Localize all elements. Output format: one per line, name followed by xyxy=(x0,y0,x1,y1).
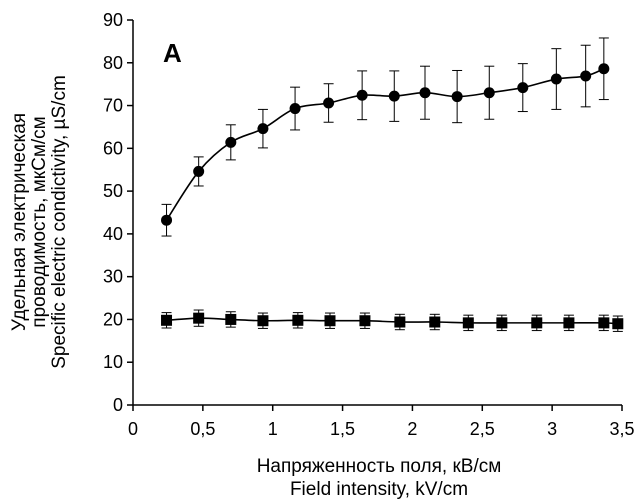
data-point-square xyxy=(161,314,173,326)
data-point-circle xyxy=(517,82,529,94)
data-point-square xyxy=(612,318,624,330)
y-axis-title-line-3: Specific electric condictivity, µS/cm xyxy=(49,75,70,369)
data-point-square xyxy=(394,316,406,328)
series-2 xyxy=(161,309,624,332)
x-axis-title-line-1: Напряженность поля, кВ/см xyxy=(257,456,502,477)
x-tick-label: 0,5 xyxy=(190,419,215,439)
data-point-circle xyxy=(388,90,400,102)
y-tick-label: 20 xyxy=(103,309,123,329)
panel-label: A xyxy=(163,38,182,68)
data-point-circle xyxy=(483,87,495,99)
y-tick-label: 90 xyxy=(103,10,123,30)
x-axis-title-line-2: Field intensity, kV/cm xyxy=(290,479,468,500)
y-tick-label: 30 xyxy=(103,267,123,287)
data-point-circle xyxy=(451,91,463,103)
data-point-circle xyxy=(161,214,173,226)
x-tick-label: 3 xyxy=(547,419,557,439)
y-tick-label: 10 xyxy=(103,352,123,372)
data-point-square xyxy=(257,315,269,327)
x-tick-label: 1 xyxy=(268,419,278,439)
x-tick-label: 3,5 xyxy=(609,419,634,439)
data-point-circle xyxy=(225,136,237,148)
data-point-circle xyxy=(598,63,610,75)
y-tick-label: 50 xyxy=(103,181,123,201)
data-point-square xyxy=(598,317,610,329)
data-point-square xyxy=(496,317,508,329)
y-tick-label: 80 xyxy=(103,53,123,73)
data-point-circle xyxy=(323,97,335,109)
data-point-square xyxy=(462,317,474,329)
data-point-square xyxy=(563,317,575,329)
data-point-circle xyxy=(257,123,269,135)
y-tick-label: 70 xyxy=(103,96,123,116)
data-point-circle xyxy=(193,165,205,177)
data-point-circle xyxy=(550,73,562,85)
data-point-square xyxy=(292,314,304,326)
x-tick-label: 2 xyxy=(407,419,417,439)
data-point-square xyxy=(359,315,371,327)
x-tick-label: 0 xyxy=(128,419,138,439)
y-axis-title-line-2: проводимость, мкСм/см xyxy=(29,116,50,327)
data-point-circle xyxy=(419,87,431,99)
x-tick-label: 2,5 xyxy=(470,419,495,439)
data-point-square xyxy=(531,317,543,329)
data-point-square xyxy=(193,312,205,324)
data-point-square xyxy=(324,315,336,327)
data-point-circle xyxy=(289,103,301,115)
data-point-circle xyxy=(356,89,368,101)
series-1 xyxy=(161,37,610,237)
y-tick-label: 0 xyxy=(113,395,123,415)
y-tick-label: 60 xyxy=(103,138,123,158)
data-point-square xyxy=(225,313,237,325)
axes: 0 10 20 30 40 50 60 70 80 90 0 0,5 1 1,5 2 2,5 3 3,5 xyxy=(103,10,635,439)
data-point-circle xyxy=(580,70,592,82)
data-point-square xyxy=(429,316,441,328)
x-tick-label: 1,5 xyxy=(330,419,355,439)
y-tick-label: 40 xyxy=(103,224,123,244)
series-layer xyxy=(161,37,624,332)
y-axis-title-line-1: Удельная электрическая xyxy=(9,113,30,331)
